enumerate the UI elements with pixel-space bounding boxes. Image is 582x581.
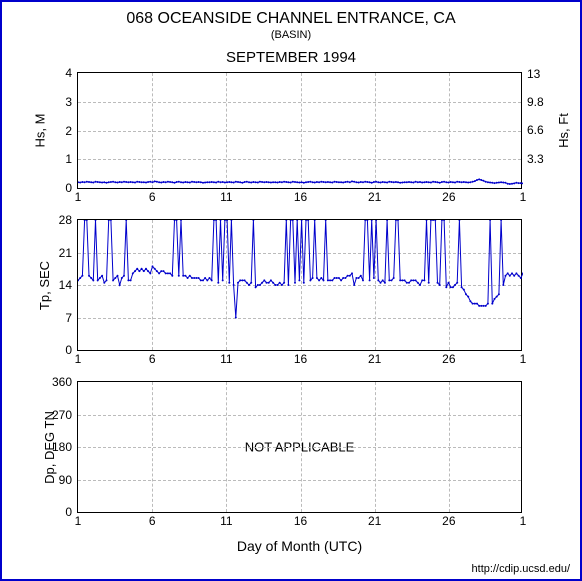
- title-sub: (BASIN): [2, 29, 580, 41]
- x-tick-label: 1: [75, 514, 82, 528]
- ylabel-tp-left: Tp, SEC: [37, 261, 52, 310]
- x-tick-label: 1: [75, 190, 82, 204]
- x-tick-label: 16: [294, 352, 307, 366]
- data-line: [78, 73, 523, 188]
- x-axis-label: Day of Month (UTC): [77, 538, 522, 554]
- y-tick-label: 1: [65, 152, 72, 166]
- x-tick-label: 1: [520, 190, 527, 204]
- x-tick-label: 1: [75, 352, 82, 366]
- y-tick-label: 21: [59, 246, 72, 260]
- data-line: [78, 220, 523, 350]
- y-tick-label: 4: [65, 66, 72, 80]
- title-main: 068 OCEANSIDE CHANNEL ENTRANCE, CA: [2, 10, 580, 28]
- y-tick-label: 270: [52, 408, 72, 422]
- y-tick-label-right: 3.3: [527, 152, 544, 166]
- y-tick-label-right: 9.8: [527, 95, 544, 109]
- panel-hs: Hs, M Hs, Ft 16111621261012343.36.69.813: [77, 72, 522, 189]
- x-tick-label: 26: [442, 514, 455, 528]
- x-tick-label: 21: [368, 514, 381, 528]
- y-tick-label: 0: [65, 505, 72, 519]
- x-tick-label: 16: [294, 190, 307, 204]
- x-tick-label: 11: [220, 352, 232, 366]
- y-tick-label: 0: [65, 343, 72, 357]
- x-tick-label: 16: [294, 514, 307, 528]
- title-month: SEPTEMBER 1994: [2, 49, 580, 66]
- ylabel-hs-right: Hs, Ft: [556, 113, 571, 148]
- y-tick-label-right: 6.6: [527, 123, 544, 137]
- x-tick-label: 11: [220, 190, 232, 204]
- x-tick-label: 6: [149, 352, 156, 366]
- x-tick-label: 26: [442, 190, 455, 204]
- x-tick-label: 21: [368, 352, 381, 366]
- y-tick-label: 90: [59, 473, 72, 487]
- credit-url: http://cdip.ucsd.edu/: [472, 563, 570, 575]
- charts-area: Hs, M Hs, Ft 16111621261012343.36.69.813…: [77, 72, 522, 554]
- y-tick-label-right: 13: [527, 67, 540, 81]
- x-tick-label: 1: [520, 352, 527, 366]
- x-tick-label: 21: [368, 190, 381, 204]
- y-tick-label: 14: [59, 278, 72, 292]
- y-tick-label: 360: [52, 375, 72, 389]
- x-tick-label: 1: [520, 514, 527, 528]
- panel-tp: Tp, SEC 1611162126107142128: [77, 219, 522, 351]
- ylabel-hs-left: Hs, M: [32, 114, 47, 148]
- panel-dp: Dp, DEG TN NOT APPLICABLE 16111621261090…: [77, 381, 522, 513]
- y-tick-label: 3: [65, 95, 72, 109]
- chart-frame: 068 OCEANSIDE CHANNEL ENTRANCE, CA (BASI…: [0, 0, 582, 581]
- y-tick-label: 28: [59, 213, 72, 227]
- y-tick-label: 7: [65, 311, 72, 325]
- x-tick-label: 11: [220, 514, 232, 528]
- y-tick-label: 2: [65, 124, 72, 138]
- y-tick-label: 180: [52, 440, 72, 454]
- x-tick-label: 26: [442, 352, 455, 366]
- x-tick-label: 6: [149, 514, 156, 528]
- y-tick-label: 0: [65, 181, 72, 195]
- x-tick-label: 6: [149, 190, 156, 204]
